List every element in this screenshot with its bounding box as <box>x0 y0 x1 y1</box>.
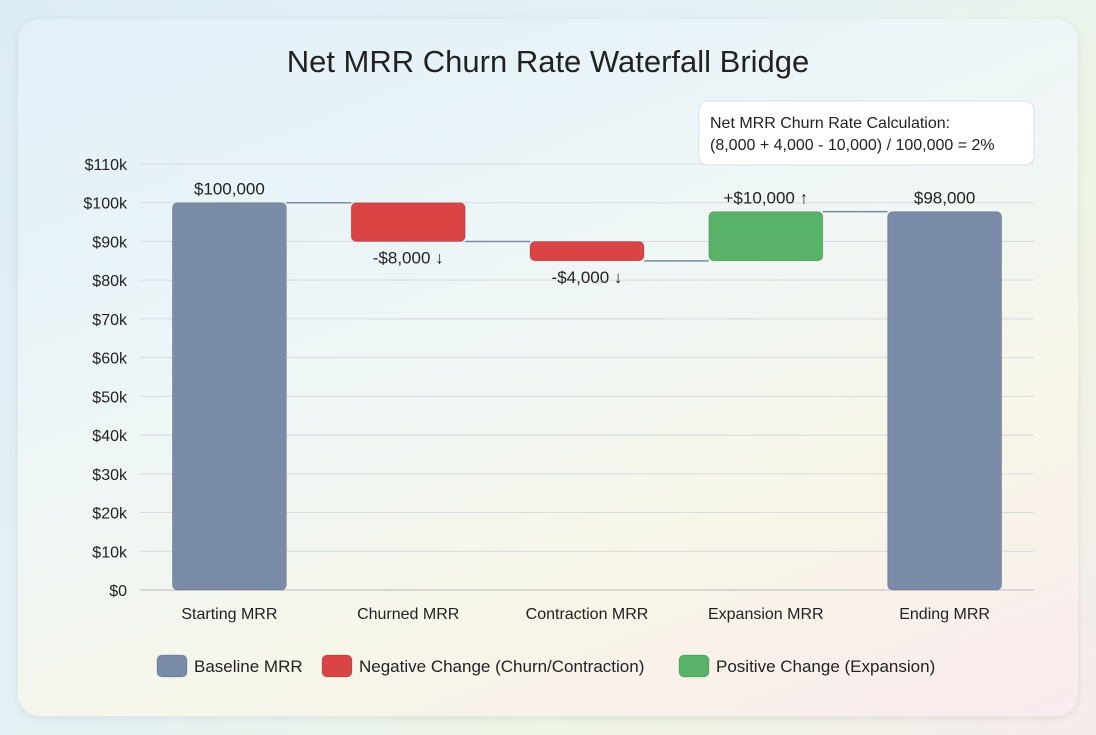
legend-swatch-baseline <box>156 654 188 678</box>
bar-positive <box>708 211 824 262</box>
y-tick-label: $110k <box>85 157 128 174</box>
y-tick-label: $100k <box>83 196 128 213</box>
legend-label: Negative Change (Churn/Contraction) <box>359 657 644 676</box>
bar-baseline <box>887 211 1003 591</box>
legend-swatch-positive <box>678 654 710 678</box>
y-tick-label: $90k <box>92 234 128 251</box>
y-tick-label: $60k <box>92 351 128 368</box>
chart-title: Net MRR Churn Rate Waterfall Bridge <box>287 44 810 79</box>
bar-negative <box>529 240 645 262</box>
x-tick-label: Contraction MRR <box>526 606 649 623</box>
annotation-background <box>698 100 1035 166</box>
y-tick-label: $80k <box>92 273 128 290</box>
bar-baseline <box>171 202 287 591</box>
y-tick-label: $0 <box>109 583 127 600</box>
legend-swatch-negative <box>321 654 353 678</box>
data-label: -$4,000 ↓ <box>552 268 623 287</box>
annotation-box: Net MRR Churn Rate Calculation: (8,000 +… <box>698 100 1035 166</box>
y-tick-label: $40k <box>92 428 128 445</box>
x-tick-label: Starting MRR <box>181 606 277 623</box>
y-tick-label: $20k <box>92 506 128 523</box>
x-tick-label: Expansion MRR <box>708 606 824 623</box>
annotation-line-1: Net MRR Churn Rate Calculation: <box>710 115 950 132</box>
data-label: $100,000 <box>194 180 265 199</box>
y-tick-label: $50k <box>92 389 128 406</box>
bar-negative <box>350 202 466 242</box>
annotation-line-2: (8,000 + 4,000 - 10,000) / 100,000 = 2% <box>710 137 995 154</box>
x-tick-label: Churned MRR <box>357 606 459 623</box>
data-label: -$8,000 ↓ <box>373 248 444 267</box>
legend-label: Baseline MRR <box>194 657 303 676</box>
y-tick-label: $10k <box>92 544 128 561</box>
data-label: $98,000 <box>914 189 975 208</box>
y-tick-label: $70k <box>92 312 128 329</box>
legend-label: Positive Change (Expansion) <box>716 657 935 676</box>
y-tick-label: $30k <box>92 467 128 484</box>
x-tick-label: Ending MRR <box>899 606 990 623</box>
data-label: +$10,000 ↑ <box>723 189 808 208</box>
